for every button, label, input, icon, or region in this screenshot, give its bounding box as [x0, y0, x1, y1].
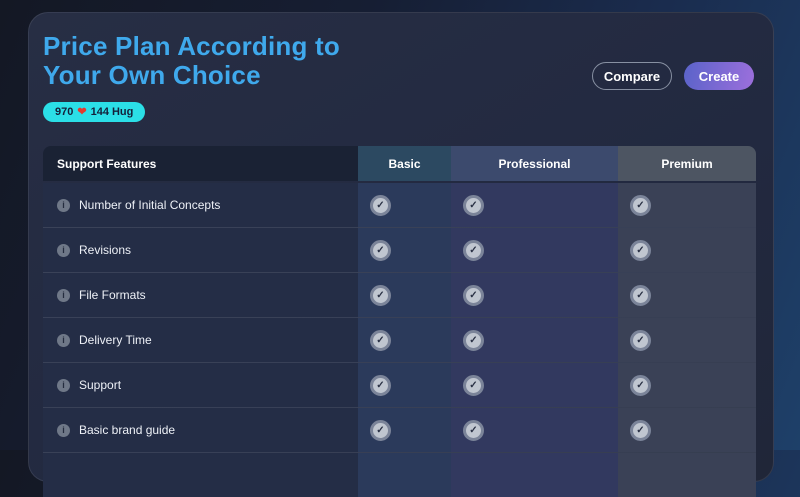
basic-cell	[358, 453, 451, 497]
premium-cell: ✓	[618, 408, 756, 452]
basic-cell: ✓	[358, 408, 451, 452]
premium-cell: ✓	[618, 273, 756, 317]
feature-cell: i File Formats	[43, 273, 358, 317]
premium-cell: ✓	[618, 228, 756, 272]
check-icon: ✓	[630, 239, 651, 261]
feature-label: Number of Initial Concepts	[79, 198, 221, 212]
action-buttons: Compare Create	[592, 62, 754, 90]
table-row: i Revisions ✓ ✓ ✓	[43, 228, 756, 273]
info-icon[interactable]: i	[57, 198, 70, 212]
info-icon[interactable]: i	[57, 333, 70, 347]
page-title-line2: Your Own Choice	[43, 60, 261, 90]
plans-table: Support Features Basic Professional Prem…	[43, 146, 756, 497]
create-button[interactable]: Create	[684, 62, 754, 90]
basic-cell: ✓	[358, 228, 451, 272]
feature-column-header: Support Features	[43, 146, 358, 181]
check-icon: ✓	[630, 374, 651, 396]
feature-cell: i Delivery Time	[43, 318, 358, 362]
hugs-count: 144 Hug	[90, 106, 134, 118]
professional-cell: ✓	[451, 228, 618, 272]
heart-icon: ❤	[77, 105, 87, 118]
info-icon[interactable]: i	[57, 288, 70, 302]
professional-cell: ✓	[451, 408, 618, 452]
info-icon[interactable]: i	[57, 243, 70, 257]
check-icon: ✓	[463, 374, 484, 396]
professional-cell	[451, 453, 618, 497]
basic-cell: ✓	[358, 273, 451, 317]
likes-count: 970	[55, 106, 74, 118]
check-icon: ✓	[463, 239, 484, 261]
check-icon: ✓	[370, 374, 391, 396]
page-title: Price Plan According to Your Own Choice	[43, 32, 773, 90]
info-icon[interactable]: i	[57, 378, 70, 392]
feature-label: Basic brand guide	[79, 423, 176, 437]
info-icon[interactable]: i	[57, 423, 70, 437]
professional-cell: ✓	[451, 363, 618, 407]
feature-label: Revisions	[79, 243, 132, 257]
basic-cell: ✓	[358, 183, 451, 227]
table-row: i Support ✓ ✓ ✓	[43, 363, 756, 408]
table-row: i Number of Initial Concepts ✓ ✓ ✓	[43, 183, 756, 228]
compare-button[interactable]: Compare	[592, 62, 672, 90]
feature-cell	[43, 453, 358, 497]
check-icon: ✓	[630, 419, 651, 441]
likes-hugs-badge[interactable]: 970 ❤ 144 Hug	[43, 102, 146, 122]
table-header-row: Support Features Basic Professional Prem…	[43, 146, 756, 181]
premium-column-header: Premium	[618, 146, 756, 181]
card-header: Price Plan According to Your Own Choice …	[29, 13, 773, 122]
feature-label: Support	[79, 378, 122, 392]
basic-column-header: Basic	[358, 146, 451, 181]
check-icon: ✓	[463, 194, 484, 216]
feature-cell: i Basic brand guide	[43, 408, 358, 452]
feature-cell: i Support	[43, 363, 358, 407]
basic-cell: ✓	[358, 363, 451, 407]
check-icon: ✓	[463, 419, 484, 441]
feature-label: Delivery Time	[79, 333, 152, 347]
page-title-line1: Price Plan According to	[43, 31, 340, 61]
check-icon: ✓	[370, 239, 391, 261]
feature-cell: i Number of Initial Concepts	[43, 183, 358, 227]
check-icon: ✓	[370, 194, 391, 216]
check-icon: ✓	[630, 194, 651, 216]
pricing-card: Price Plan According to Your Own Choice …	[28, 12, 774, 497]
check-icon: ✓	[463, 329, 484, 351]
professional-column-header: Professional	[451, 146, 618, 181]
premium-cell: ✓	[618, 183, 756, 227]
check-icon: ✓	[370, 284, 391, 306]
premium-cell: ✓	[618, 318, 756, 362]
premium-cell: ✓	[618, 363, 756, 407]
check-icon: ✓	[370, 419, 391, 441]
partial-row	[43, 453, 756, 497]
check-icon: ✓	[630, 284, 651, 306]
check-icon: ✓	[370, 329, 391, 351]
check-icon: ✓	[463, 284, 484, 306]
professional-cell: ✓	[451, 183, 618, 227]
table-row: i File Formats ✓ ✓ ✓	[43, 273, 756, 318]
table-row: i Delivery Time ✓ ✓ ✓	[43, 318, 756, 363]
check-icon: ✓	[630, 329, 651, 351]
basic-cell: ✓	[358, 318, 451, 362]
table-row: i Basic brand guide ✓ ✓ ✓	[43, 408, 756, 453]
professional-cell: ✓	[451, 273, 618, 317]
feature-label: File Formats	[79, 288, 146, 302]
professional-cell: ✓	[451, 318, 618, 362]
feature-cell: i Revisions	[43, 228, 358, 272]
premium-cell	[618, 453, 756, 497]
